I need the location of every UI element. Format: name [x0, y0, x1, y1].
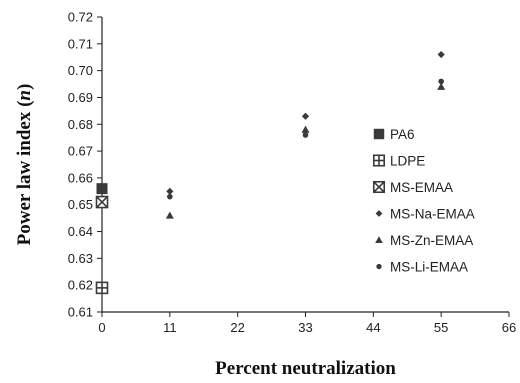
legend-label: MS-Li-EMAA	[390, 260, 468, 275]
x-tick-label: 66	[502, 320, 516, 335]
point-ms-zn-emaa	[437, 82, 446, 90]
legend-marker-pa6	[373, 128, 385, 140]
y-tick-label: 0.72	[68, 10, 93, 25]
point-ms-li-emaa	[302, 132, 309, 138]
legend-marker-ldpe	[372, 154, 386, 167]
x-tick-label: 44	[366, 320, 380, 335]
point-ms-zn-emaa	[165, 211, 174, 219]
y-tick-label: 0.68	[68, 117, 93, 132]
point-ms-zn-emaa	[301, 125, 310, 133]
legend-label: MS-EMAA	[390, 180, 453, 195]
x-tick-label: 22	[230, 320, 244, 335]
y-tick-label: 0.69	[68, 90, 93, 105]
legend-label: MS-Zn-EMAA	[390, 233, 473, 248]
x-axis-title: Percent neutralization	[215, 358, 396, 379]
ticks: 0 11 22 33 44 55 66 0.61 0.62 0.63 0.64 0.65 0.66 0.6…	[68, 10, 517, 336]
y-tick-label: 0.67	[68, 144, 93, 159]
point-ms-na-emaa	[166, 187, 174, 195]
legend-item: PA6	[373, 127, 415, 142]
y-tick-label: 0.70	[68, 63, 93, 78]
point-ms-li-emaa	[438, 78, 444, 85]
point-ldpe	[95, 281, 109, 295]
legend-item: MS-Na-EMAA	[375, 207, 475, 222]
y-tick-label: 0.62	[68, 278, 93, 293]
legend-item: LDPE	[372, 154, 425, 169]
point-pa6	[96, 183, 108, 195]
x-tick-label: 11	[163, 320, 177, 335]
plot-area: 0 11 22 33 44 55 66 0.61 0.62 0.63 0.64 0.65 0.66 0.6…	[68, 10, 517, 336]
y-axis-title: Power law index (n)	[14, 84, 35, 246]
point-ms-li-emaa	[167, 193, 173, 200]
legend: PA6 LDPE MS-EMAA MS-Na-EMAA MS-Zn-EMAA MS-Li-…	[372, 127, 475, 275]
legend-label: MS-Na-EMAA	[390, 207, 475, 222]
point-ms-emaa	[95, 195, 109, 209]
legend-item: MS-EMAA	[372, 180, 453, 195]
marks	[95, 50, 446, 295]
legend-item: MS-Li-EMAA	[376, 260, 468, 275]
y-tick-label: 0.71	[68, 36, 93, 51]
y-tick-label: 0.61	[68, 305, 93, 320]
y-tick-label: 0.66	[68, 170, 93, 185]
point-ms-na-emaa	[437, 50, 445, 59]
legend-marker-ms-emaa	[372, 180, 386, 194]
legend-marker-ms-zn-emaa	[375, 236, 383, 244]
y-tick-label: 0.65	[68, 197, 93, 212]
legend-item: MS-Zn-EMAA	[375, 233, 473, 248]
legend-marker-ms-li-emaa	[376, 263, 382, 270]
legend-marker-ms-na-emaa	[375, 210, 383, 217]
x-tick-label: 55	[434, 320, 448, 335]
y-tick-label: 0.63	[68, 251, 93, 266]
legend-label: PA6	[390, 127, 415, 142]
x-tick-label: 33	[298, 320, 312, 335]
y-tick-label: 0.64	[68, 224, 93, 239]
x-tick-label: 0	[98, 320, 105, 335]
legend-label: LDPE	[390, 154, 425, 169]
point-ms-na-emaa	[301, 112, 310, 120]
